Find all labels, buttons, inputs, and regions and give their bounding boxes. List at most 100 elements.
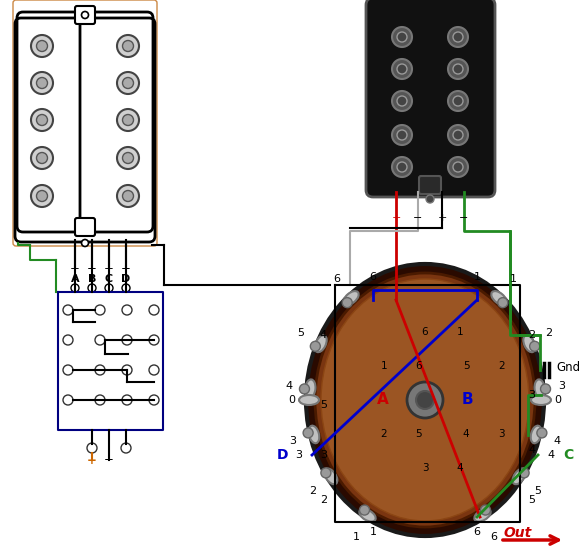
Ellipse shape bbox=[309, 426, 319, 443]
Ellipse shape bbox=[315, 335, 326, 352]
Circle shape bbox=[448, 157, 468, 177]
Text: 4: 4 bbox=[463, 429, 469, 439]
Circle shape bbox=[392, 59, 412, 79]
Circle shape bbox=[448, 59, 468, 79]
Circle shape bbox=[36, 114, 47, 125]
FancyBboxPatch shape bbox=[75, 218, 95, 236]
Text: 6: 6 bbox=[333, 273, 340, 283]
Text: 2: 2 bbox=[380, 429, 387, 439]
Circle shape bbox=[36, 40, 47, 52]
Circle shape bbox=[303, 428, 313, 438]
Circle shape bbox=[453, 32, 463, 42]
Text: B: B bbox=[461, 393, 473, 408]
FancyBboxPatch shape bbox=[419, 176, 441, 194]
Text: A: A bbox=[71, 274, 79, 284]
Text: 0: 0 bbox=[288, 395, 295, 405]
Circle shape bbox=[498, 297, 508, 307]
Text: 4: 4 bbox=[456, 463, 464, 473]
Circle shape bbox=[122, 77, 134, 88]
Circle shape bbox=[63, 305, 73, 315]
Text: 2: 2 bbox=[320, 495, 327, 505]
Circle shape bbox=[342, 297, 352, 307]
Circle shape bbox=[311, 341, 321, 351]
Text: 3: 3 bbox=[289, 436, 296, 446]
Text: −: − bbox=[87, 262, 97, 274]
Circle shape bbox=[407, 382, 443, 418]
Text: 2: 2 bbox=[546, 328, 553, 338]
Text: 1: 1 bbox=[456, 327, 464, 337]
Circle shape bbox=[122, 395, 132, 405]
Circle shape bbox=[149, 305, 159, 315]
FancyBboxPatch shape bbox=[80, 12, 153, 232]
Circle shape bbox=[36, 77, 47, 88]
Circle shape bbox=[122, 40, 134, 52]
Ellipse shape bbox=[474, 509, 490, 521]
Text: 5: 5 bbox=[463, 361, 469, 371]
Text: 1: 1 bbox=[380, 361, 387, 371]
Circle shape bbox=[359, 505, 370, 515]
Text: 3: 3 bbox=[295, 450, 302, 460]
Circle shape bbox=[36, 152, 47, 164]
Ellipse shape bbox=[305, 380, 315, 398]
Text: 2: 2 bbox=[498, 361, 505, 371]
Circle shape bbox=[537, 428, 547, 438]
Text: Gnd: Gnd bbox=[556, 361, 580, 374]
Text: +: + bbox=[104, 262, 114, 274]
Ellipse shape bbox=[324, 468, 338, 484]
Ellipse shape bbox=[523, 335, 535, 352]
Text: 4: 4 bbox=[528, 445, 535, 455]
Text: C: C bbox=[563, 448, 573, 462]
Circle shape bbox=[122, 114, 134, 125]
Circle shape bbox=[87, 443, 97, 453]
Ellipse shape bbox=[531, 395, 551, 405]
Text: 4: 4 bbox=[547, 450, 554, 460]
Circle shape bbox=[31, 35, 53, 57]
Ellipse shape bbox=[534, 380, 544, 398]
Circle shape bbox=[31, 147, 53, 169]
Circle shape bbox=[95, 395, 105, 405]
Circle shape bbox=[95, 305, 105, 315]
Circle shape bbox=[321, 468, 331, 478]
Ellipse shape bbox=[321, 279, 529, 521]
Circle shape bbox=[519, 468, 529, 478]
Text: 1: 1 bbox=[510, 273, 517, 283]
Ellipse shape bbox=[513, 468, 526, 484]
Circle shape bbox=[122, 305, 132, 315]
Circle shape bbox=[31, 109, 53, 131]
Text: 5: 5 bbox=[320, 400, 327, 410]
Text: +: + bbox=[437, 213, 447, 223]
Circle shape bbox=[117, 147, 139, 169]
Ellipse shape bbox=[343, 291, 359, 305]
Ellipse shape bbox=[531, 426, 541, 443]
Ellipse shape bbox=[299, 395, 319, 405]
Circle shape bbox=[149, 395, 159, 405]
FancyBboxPatch shape bbox=[75, 6, 95, 24]
Text: 3: 3 bbox=[498, 429, 505, 439]
Circle shape bbox=[31, 72, 53, 94]
Text: 5: 5 bbox=[297, 328, 304, 338]
Text: 4: 4 bbox=[554, 436, 561, 446]
Text: 5: 5 bbox=[534, 486, 541, 496]
Circle shape bbox=[117, 109, 139, 131]
Text: −: − bbox=[413, 213, 423, 223]
Text: 3: 3 bbox=[320, 450, 327, 460]
Circle shape bbox=[448, 27, 468, 47]
Text: B: B bbox=[88, 274, 96, 284]
Circle shape bbox=[453, 130, 463, 140]
Circle shape bbox=[117, 72, 139, 94]
Circle shape bbox=[426, 195, 434, 203]
Text: 6: 6 bbox=[370, 272, 376, 282]
Text: 2: 2 bbox=[528, 330, 535, 340]
Text: 3: 3 bbox=[422, 463, 428, 473]
Circle shape bbox=[397, 32, 407, 42]
Text: +: + bbox=[70, 262, 80, 274]
Ellipse shape bbox=[491, 291, 506, 305]
Circle shape bbox=[121, 443, 131, 453]
Circle shape bbox=[122, 190, 134, 202]
Text: C: C bbox=[105, 274, 113, 284]
Text: A: A bbox=[377, 393, 389, 408]
Circle shape bbox=[397, 96, 407, 106]
Circle shape bbox=[63, 395, 73, 405]
Circle shape bbox=[81, 12, 88, 18]
Circle shape bbox=[416, 391, 434, 409]
